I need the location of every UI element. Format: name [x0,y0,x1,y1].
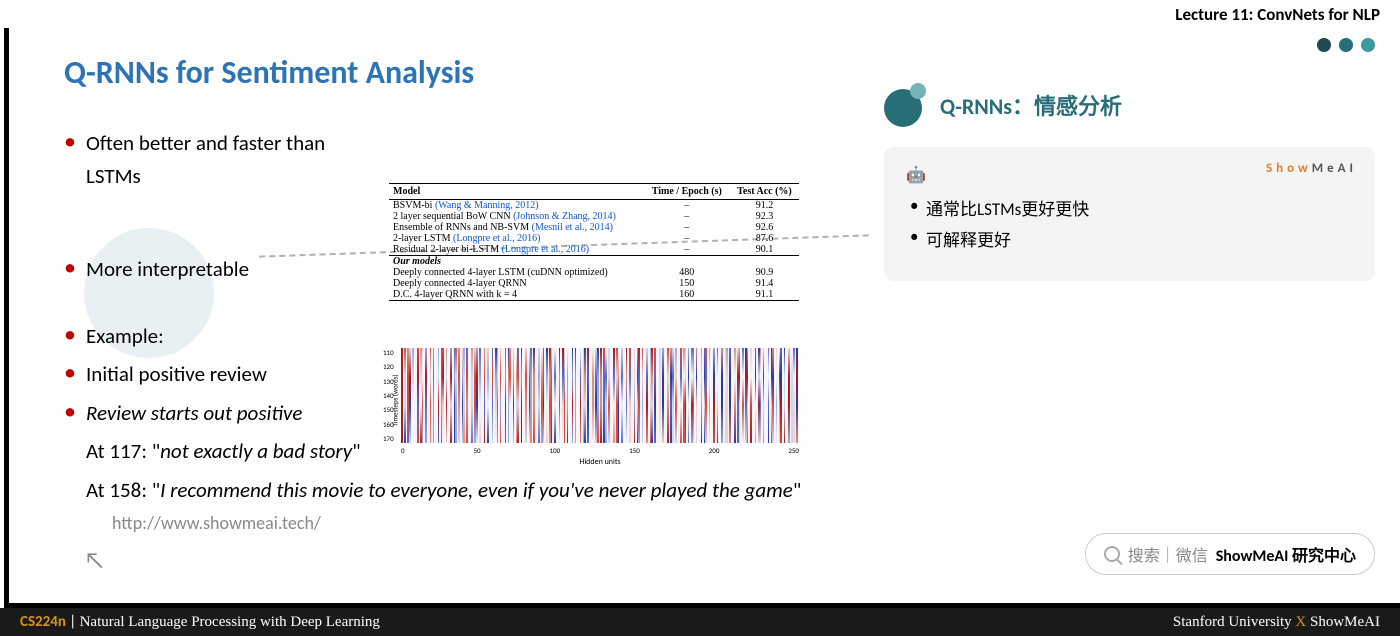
brand-label: ShowMeAI [1266,161,1357,176]
right-title: Q-RNNs：情感分析 [940,89,1122,121]
left-panel: Q-RNNs for Sentiment Analysis Often bett… [9,28,864,603]
lecture-label: Lecture 11: ConvNets for NLP [1175,4,1380,25]
footer-left: CS224n | Natural Language Processing wit… [20,613,380,631]
translation-list: 通常比LSTMs更好更快 可解释更好 [906,195,1353,251]
bullet-1: Often better and faster than LSTMs [64,127,344,192]
th-time: Time / Epoch (s) [644,184,730,200]
translation-box: ShowMeAI 🤖 通常比LSTMs更好更快 可解释更好 [884,147,1375,281]
right-panel: Q-RNNs：情感分析 ShowMeAI 🤖 通常比LSTMs更好更快 可解释更… [864,28,1400,603]
heatmap-xticks: 050100150200250 [401,446,799,455]
course-code: CS224n [20,613,66,631]
section-icon [884,83,928,127]
heatmap-xlabel: Hidden units [401,457,799,467]
slide-title: Q-RNNs for Sentiment Analysis [64,53,844,92]
search-icon [1104,546,1120,562]
trans-item-2: 可解释更好 [906,226,1353,251]
url-text: http://www.showmeai.tech/ [64,512,844,534]
footer: CS224n | Natural Language Processing wit… [0,608,1400,636]
th-acc: Test Acc (%) [730,184,799,200]
trans-item-1: 通常比LSTMs更好更快 [906,195,1353,220]
results-table: Model Time / Epoch (s) Test Acc (%) BSVM… [389,183,799,301]
right-title-area: Q-RNNs：情感分析 [884,83,1375,127]
th-model: Model [389,184,644,200]
cursor-icon: ↖ [84,546,105,575]
slide-body: Q-RNNs for Sentiment Analysis Often bett… [4,28,1400,608]
heatmap: Timesteps (words) 110120130140150160170 … [401,348,799,443]
heatmap-figure: Timesteps (words) 110120130140150160170 … [379,348,799,467]
search-bold: ShowMeAI 研究中心 [1216,542,1356,566]
search-prefix: 搜索｜微信 [1128,542,1208,566]
course-subtitle: Natural Language Processing with Deep Le… [80,614,380,630]
lecture-header: Lecture 11: ConvNets for NLP [0,0,1400,28]
search-pill[interactable]: 搜索｜微信 ShowMeAI 研究中心 [1085,533,1375,575]
footer-right: Stanford University X ShowMeAI [1173,614,1380,631]
bullet-7: At 158: "I recommend this movie to every… [64,474,844,507]
heatmap-yticks: 110120130140150160170 [383,348,394,443]
decoration-dots [1317,38,1375,52]
